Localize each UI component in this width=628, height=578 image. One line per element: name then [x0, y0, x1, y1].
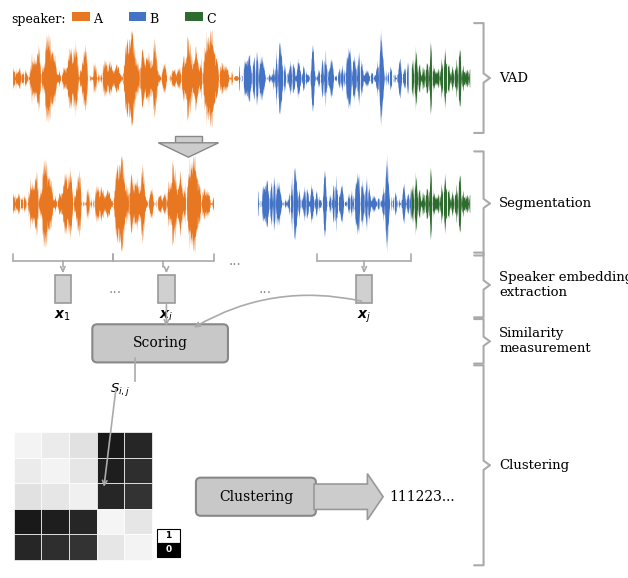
Bar	[14, 534, 41, 560]
Text: 1: 1	[165, 531, 171, 540]
Bar	[14, 458, 41, 483]
Bar	[97, 458, 124, 483]
Polygon shape	[314, 473, 383, 520]
Text: Segmentation: Segmentation	[499, 197, 592, 210]
Text: 0: 0	[165, 545, 171, 554]
FancyBboxPatch shape	[356, 275, 372, 303]
Bar	[124, 483, 152, 509]
Text: VAD: VAD	[499, 72, 528, 84]
Text: A: A	[93, 13, 102, 26]
Text: speaker:: speaker:	[11, 13, 66, 26]
Text: $\boldsymbol{x}_i$: $\boldsymbol{x}_i$	[160, 309, 173, 323]
Text: ...: ...	[259, 281, 272, 296]
Bar	[124, 458, 152, 483]
Bar	[185, 12, 203, 21]
Text: Clustering: Clustering	[499, 459, 570, 472]
Bar	[72, 12, 90, 21]
Bar	[41, 509, 69, 534]
Bar	[124, 432, 152, 458]
Text: ...: ...	[108, 281, 121, 296]
Polygon shape	[158, 143, 219, 157]
Text: B: B	[149, 13, 159, 26]
Text: ...: ...	[229, 254, 242, 268]
Text: 111223...: 111223...	[389, 490, 455, 504]
FancyBboxPatch shape	[158, 275, 175, 303]
Bar	[97, 509, 124, 534]
Text: Clustering: Clustering	[219, 490, 293, 504]
Bar	[69, 458, 97, 483]
Bar	[129, 12, 146, 21]
Bar	[69, 509, 97, 534]
Text: Similarity
measurement: Similarity measurement	[499, 327, 591, 355]
Bar	[157, 543, 180, 557]
Bar	[124, 534, 152, 560]
Text: C: C	[206, 13, 215, 26]
Bar	[97, 432, 124, 458]
Bar	[41, 534, 69, 560]
FancyBboxPatch shape	[55, 275, 71, 303]
Bar	[14, 509, 41, 534]
Text: $S_{i,j}$: $S_{i,j}$	[110, 381, 130, 398]
Text: Speaker embedding
extraction: Speaker embedding extraction	[499, 271, 628, 299]
Bar	[97, 483, 124, 509]
Bar	[14, 483, 41, 509]
FancyBboxPatch shape	[92, 324, 228, 362]
FancyBboxPatch shape	[196, 477, 316, 516]
Text: $\boldsymbol{x}_1$: $\boldsymbol{x}_1$	[55, 309, 71, 323]
Bar	[41, 458, 69, 483]
Bar	[41, 483, 69, 509]
FancyBboxPatch shape	[175, 136, 202, 143]
Text: Scoring: Scoring	[133, 336, 188, 350]
Bar	[69, 483, 97, 509]
Bar	[69, 534, 97, 560]
Bar	[124, 509, 152, 534]
Bar	[14, 432, 41, 458]
Bar	[97, 534, 124, 560]
Text: $\boldsymbol{x}_j$: $\boldsymbol{x}_j$	[357, 309, 371, 325]
Bar	[41, 432, 69, 458]
Bar	[69, 432, 97, 458]
Bar	[157, 529, 180, 543]
